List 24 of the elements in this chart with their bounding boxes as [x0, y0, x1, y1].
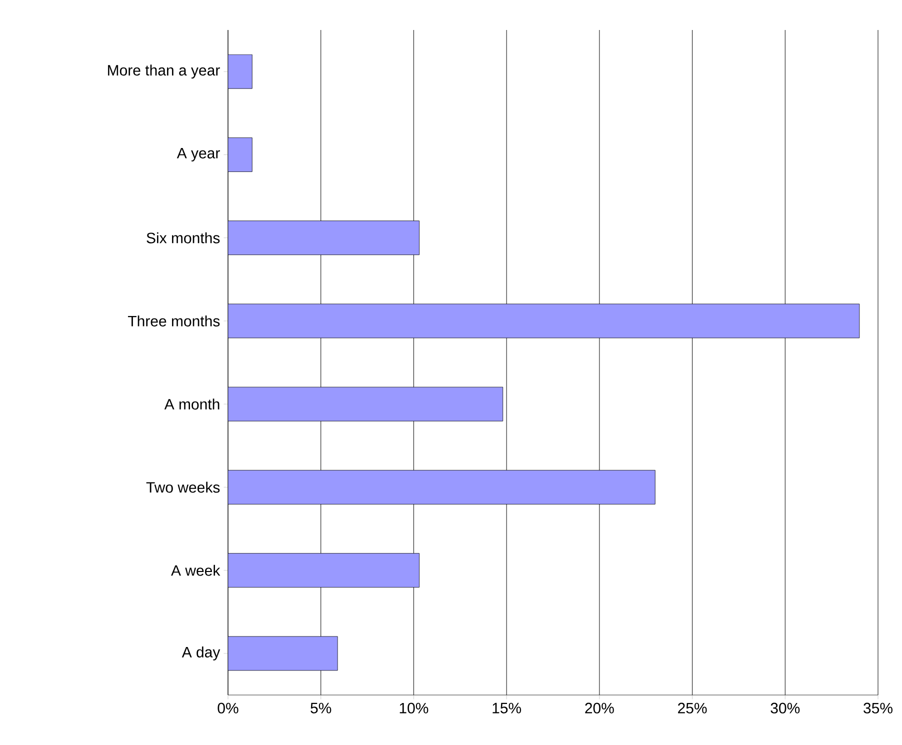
bar [228, 386, 504, 422]
x-tick-label: 5% [310, 702, 332, 714]
bar [228, 220, 420, 256]
y-tick-label: More than a year [108, 64, 220, 79]
x-tick-label: 25% [678, 702, 707, 714]
y-tick-label: Two weeks [146, 482, 220, 493]
y-tick-label: Six months [146, 232, 220, 244]
y-tick-label: Three months [128, 315, 220, 326]
y-tick-label: A day [182, 646, 220, 660]
x-tick-label: 0% [218, 702, 238, 714]
y-tick-label: A month [164, 398, 220, 410]
bar [228, 304, 860, 338]
x-tick-label: 10% [400, 702, 428, 714]
bar [228, 54, 252, 89]
x-tick-label: 15% [492, 702, 522, 714]
x-tick-label: 35% [864, 702, 892, 714]
x-tick-label: 30% [770, 702, 800, 714]
y-tick-label: A year [176, 148, 220, 162]
x-tick-label: 20% [585, 702, 614, 714]
bar [228, 636, 338, 671]
bar [228, 470, 656, 504]
bar [228, 137, 252, 172]
bar [228, 553, 420, 588]
y-tick-label: A week [171, 564, 220, 576]
